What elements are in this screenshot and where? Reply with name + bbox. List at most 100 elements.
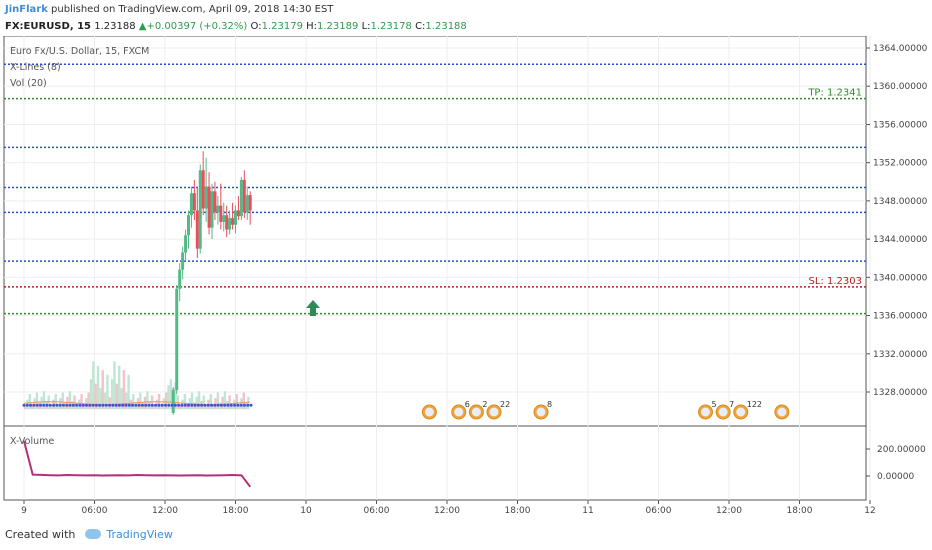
volume-bar (211, 403, 215, 410)
x-lines-dot (52, 403, 56, 407)
time-tick-label: 06:00 (646, 506, 672, 516)
candle-body[interactable] (204, 186, 208, 209)
author-link[interactable]: JinFlark (5, 4, 48, 15)
level-label: TP: 1.2341 (807, 88, 862, 99)
economic-events: 6 2 22 8 5 7 122 (421, 400, 790, 420)
x-lines-dot (160, 403, 164, 407)
flag-inner (736, 407, 746, 417)
x-lines-dot (38, 403, 42, 407)
x-lines-dot (42, 403, 46, 407)
x-lines-dot (246, 403, 250, 407)
footer: Created with TradingView (5, 528, 173, 541)
x-lines-dot (200, 403, 204, 407)
time-axis[interactable]: 9 06:00 12:00 18:00 10 06:00 12:00 18:00 11 06:00… (21, 500, 876, 516)
candle-body[interactable] (248, 195, 252, 211)
x-lines-dot (157, 403, 161, 407)
candle-body[interactable] (175, 288, 179, 391)
x-lines-dot (58, 403, 62, 407)
volume-bar (195, 396, 198, 410)
volume-bar (101, 370, 104, 410)
x-lines-dot (236, 403, 240, 407)
indicator-xlines[interactable]: X-Lines (8) (10, 62, 61, 73)
x-lines-dot (121, 403, 125, 407)
event-count: 7 (729, 400, 734, 409)
x-lines-dot (32, 403, 36, 407)
candle-body[interactable] (219, 205, 223, 222)
lower-pane-title[interactable]: X-Volume (10, 436, 54, 447)
x-lines-dots (22, 403, 253, 407)
symbol-label: FX:EURUSD, 15 (5, 21, 92, 32)
x-lines-dot (104, 403, 108, 407)
volume-bar (216, 392, 220, 410)
candle-body[interactable] (236, 210, 240, 217)
candle-body[interactable] (187, 215, 190, 236)
x-lines-dot (91, 403, 95, 407)
volume-bar (186, 403, 189, 410)
volume-bar (122, 370, 126, 410)
candle-body[interactable] (184, 235, 188, 253)
flag-inner (718, 407, 728, 417)
x-lines-dot (229, 403, 233, 407)
volume-bar (214, 398, 217, 410)
volume-bar (179, 405, 182, 410)
x-lines-dot (226, 403, 230, 407)
volume-bar (47, 395, 50, 410)
candle-body[interactable] (181, 252, 185, 270)
candle-body[interactable] (228, 218, 232, 230)
candle-body[interactable] (198, 170, 202, 249)
volume-bar (235, 394, 238, 410)
created-with-text: Created with (5, 528, 76, 541)
price-tick-label: 1364.00000 (873, 44, 928, 54)
candle-body[interactable] (201, 170, 205, 209)
x-lines-dot (154, 403, 158, 407)
candle-body[interactable] (239, 179, 243, 217)
chart-title: Euro Fx/U.S. Dollar, 15, FXCM (10, 46, 149, 57)
candle-body[interactable] (171, 390, 175, 414)
candle-body[interactable] (231, 218, 235, 225)
x-lines-dot (219, 403, 223, 407)
volume-bar (68, 391, 72, 410)
candle-body[interactable] (242, 179, 246, 213)
indicator-vol[interactable]: Vol (20) (10, 78, 47, 89)
candle-body[interactable] (192, 193, 196, 211)
price-tick-label: 1336.00000 (873, 312, 928, 322)
publish-info: JinFlark published on TradingView.com, A… (5, 4, 333, 15)
price-tick-label: 1328.00000 (873, 388, 928, 398)
x-lines-dot (88, 403, 92, 407)
candle-body[interactable] (216, 205, 220, 213)
candle-body[interactable] (210, 191, 214, 228)
price-axis[interactable]: 1364.00000 1360.00000 1356.00000 1352.00000… (866, 44, 928, 482)
time-tick-label: 12:00 (434, 506, 460, 516)
candle-body[interactable] (225, 215, 229, 230)
volume-bar (73, 395, 76, 410)
volume-bar (56, 403, 60, 410)
tradingview-link[interactable]: TradingView (106, 528, 173, 541)
lower-pane-border (3, 425, 867, 501)
flag-inner (701, 407, 710, 417)
x-lines-dot (210, 403, 214, 407)
volume-bar (228, 395, 231, 410)
event-count: 122 (747, 400, 762, 409)
candle-body[interactable] (207, 186, 211, 228)
time-tick-label: 18:00 (223, 506, 249, 516)
x-lines-dot (187, 403, 190, 407)
x-lines-dot (71, 403, 75, 407)
x-lines-dot (108, 403, 112, 407)
candle-body[interactable] (234, 210, 237, 225)
candle-body[interactable] (213, 191, 217, 213)
volume-bar (113, 361, 116, 410)
time-tick-label: 10 (300, 506, 312, 516)
candle-body[interactable] (189, 193, 193, 216)
volume-bar (167, 385, 170, 410)
candle-body[interactable] (195, 210, 199, 249)
candle-body[interactable] (178, 269, 182, 289)
candle-body[interactable] (222, 215, 226, 222)
volume-bar (125, 392, 128, 410)
time-tick-label: 9 (21, 506, 27, 516)
x-lines-dot (170, 403, 174, 407)
candle-body[interactable] (245, 195, 249, 213)
volume-bar (92, 361, 95, 410)
x-lines-dot (163, 403, 167, 407)
x-lines-dot (94, 403, 98, 407)
